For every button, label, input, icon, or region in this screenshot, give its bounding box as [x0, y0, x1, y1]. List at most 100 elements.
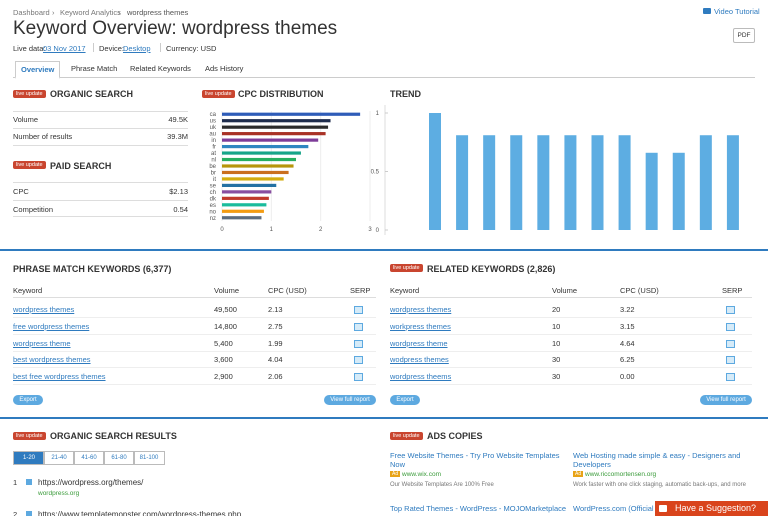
- export-button[interactable]: Export: [390, 395, 420, 405]
- tab[interactable]: Phrase Match: [71, 64, 118, 73]
- breadcrumb-item: wordpress themes: [127, 8, 189, 17]
- section-title: ADS COPIES: [427, 431, 483, 441]
- serp-icon[interactable]: [726, 322, 735, 331]
- tab[interactable]: Ads History: [205, 64, 244, 73]
- ad-title[interactable]: WordPress.com (Official: [573, 504, 654, 513]
- cpc: 2.75: [268, 321, 283, 331]
- y-tick-label: at: [211, 151, 216, 157]
- column-header: Keyword: [13, 286, 43, 295]
- ad-badge: Ad: [390, 471, 401, 477]
- divider: [13, 367, 376, 369]
- serp-icon[interactable]: [354, 322, 363, 331]
- section-title: ORGANIC SEARCH RESULTS: [50, 431, 177, 441]
- keyword-link[interactable]: workpress themes: [390, 321, 451, 331]
- divider: [390, 317, 752, 318]
- keyword-link[interactable]: best free wordpress themes: [13, 372, 106, 382]
- bar: [537, 135, 550, 230]
- result-url[interactable]: https://www.templatemonster.com/wordpres…: [38, 510, 242, 516]
- ad-url: www.wix.com: [402, 471, 442, 478]
- keyword-link[interactable]: wordpress theme: [390, 338, 448, 348]
- ad-title[interactable]: Free Website Themes - Try Pro Website Te…: [390, 451, 560, 469]
- y-tick-label: uk: [210, 125, 217, 131]
- y-tick-label: fr: [212, 145, 216, 151]
- serp-icon[interactable]: [354, 373, 363, 382]
- column-header: CPC (USD): [620, 286, 659, 295]
- column-header: Keyword: [390, 286, 420, 295]
- divider: [390, 384, 752, 386]
- bar: [483, 135, 496, 230]
- bar: [456, 135, 469, 230]
- ad-text: Our Website Templates Are 100% Free: [390, 482, 494, 488]
- page-button[interactable]: 21-40: [43, 451, 75, 465]
- cpc: 2.13: [268, 305, 283, 314]
- keyword-link[interactable]: wodpress themes: [390, 355, 449, 365]
- bar: [222, 196, 269, 200]
- pdf-button[interactable]: PDF: [733, 28, 755, 43]
- view-full-button[interactable]: View full report: [324, 395, 376, 405]
- divider: [13, 200, 188, 201]
- tab[interactable]: Overview: [15, 61, 61, 79]
- breadcrumb-item[interactable]: Dashboard: [13, 8, 50, 17]
- keyword-link[interactable]: wordpress themes: [13, 305, 75, 314]
- section-separator: [0, 249, 768, 251]
- export-button[interactable]: Export: [13, 395, 43, 405]
- metric-value: 0.54: [173, 205, 188, 214]
- serp-icon[interactable]: [354, 339, 363, 348]
- serp-icon[interactable]: [726, 373, 735, 382]
- view-full-button[interactable]: View full report: [700, 395, 752, 405]
- column-header: CPC (USD): [268, 286, 307, 295]
- ad-title[interactable]: Top Rated Themes - WordPress - MOJOMarke…: [390, 504, 567, 513]
- video-tutorial[interactable]: Video Tutorial: [714, 7, 760, 16]
- keyword-link[interactable]: wordpress themes: [390, 305, 452, 314]
- bar: [726, 135, 739, 230]
- breadcrumb-item[interactable]: Keyword Analytics: [60, 8, 121, 17]
- meta-sep: [93, 43, 94, 52]
- y-tick-label: ca: [210, 112, 217, 118]
- keyword-link[interactable]: best wordpress themes: [13, 355, 91, 365]
- x-tick-label: 3: [368, 227, 372, 233]
- y-tick-label: ch: [210, 190, 216, 196]
- page-button[interactable]: 41-60: [73, 451, 105, 465]
- live-badge: live update: [390, 432, 423, 440]
- column-header: SERP: [350, 286, 371, 295]
- meta-device[interactable]: Desktop: [123, 44, 151, 53]
- page-button[interactable]: 1-20: [13, 451, 45, 465]
- cpc: 2.06: [268, 372, 283, 382]
- rank: 2: [13, 510, 18, 516]
- bar: [222, 151, 301, 155]
- metric-label: Competition: [13, 205, 54, 214]
- trend-chart: 00.51: [371, 105, 739, 235]
- suggestion-button[interactable]: Have a Suggestion?: [655, 501, 768, 516]
- tab[interactable]: Related Keywords: [130, 64, 191, 73]
- volume: 49,500: [214, 305, 237, 314]
- megaphone-icon: [659, 505, 667, 512]
- divider: [13, 128, 188, 129]
- bar: [222, 144, 309, 149]
- keyword-link[interactable]: free wordpress themes: [13, 321, 90, 331]
- serp-icon[interactable]: [726, 356, 735, 365]
- ad-badge: Ad: [573, 471, 584, 477]
- serp-icon[interactable]: [726, 339, 735, 348]
- meta-date[interactable]: 03 Nov 2017: [43, 44, 86, 53]
- keyword-link[interactable]: wordpress theems: [390, 372, 452, 382]
- page-button[interactable]: 61-80: [103, 451, 135, 465]
- y-tick-label: 0.5: [371, 170, 380, 176]
- serp-icon[interactable]: [726, 306, 735, 314]
- bar: [222, 132, 326, 136]
- ad-text: Work faster with one click staging, auto…: [573, 482, 746, 488]
- y-tick-label: au: [209, 132, 216, 138]
- live-badge: live update: [13, 90, 46, 98]
- x-tick-label: 0: [220, 227, 224, 233]
- keyword-link[interactable]: wordpress theme: [13, 338, 71, 348]
- metric-value: 39.3M: [167, 132, 188, 141]
- suggestion-text[interactable]: Have a Suggestion?: [675, 503, 757, 513]
- serp-icon[interactable]: [354, 356, 363, 365]
- x-tick-label: 1: [270, 227, 274, 233]
- result-url[interactable]: https://wordpress.org/themes/: [38, 478, 144, 487]
- page-button[interactable]: 81-100: [133, 451, 165, 465]
- bar: [222, 157, 296, 162]
- serp-icon[interactable]: [354, 306, 363, 314]
- bar: [222, 112, 361, 116]
- ad-title[interactable]: Web Hosting made simple & easy - Designe…: [573, 451, 741, 469]
